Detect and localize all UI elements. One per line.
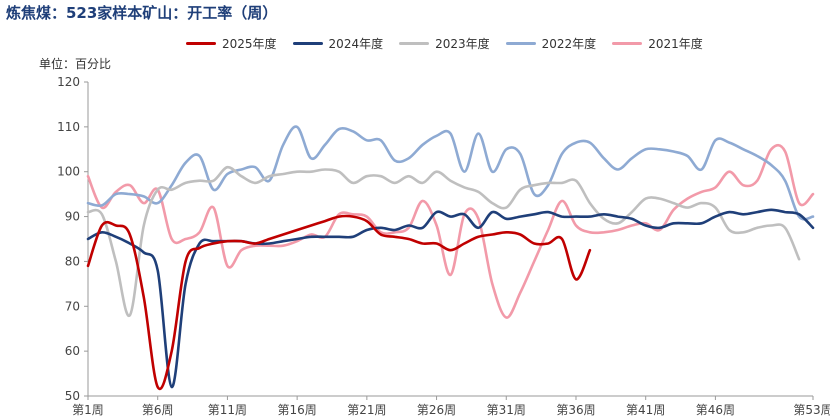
- legend-item-2025[interactable]: 2025年度: [186, 35, 277, 52]
- legend-label-2023: 2023年度: [435, 36, 490, 51]
- series-line-2022年度: [86, 125, 815, 221]
- y-tick-label-50: 50: [65, 389, 80, 403]
- y-tick-label-100: 100: [57, 165, 80, 179]
- x-tick-label-week-46: 第46周: [696, 403, 735, 417]
- legend-label-2025: 2025年度: [222, 36, 277, 51]
- chart-title: 炼焦煤：523家样本矿山：开工率（周）: [6, 4, 278, 22]
- x-tick-label-week-21: 第21周: [347, 403, 386, 417]
- x-tick-label-week-11: 第11周: [208, 403, 247, 417]
- legend-item-2021[interactable]: 2021年度: [612, 35, 703, 52]
- x-tick-label-week-6: 第6周: [142, 403, 174, 417]
- legend-swatch-2022: [505, 41, 536, 45]
- chart-legend: 2025年度 2024年度 2023年度 2022年度 2021年度: [186, 34, 719, 52]
- series-line-2023年度: [86, 165, 801, 317]
- y-tick-label-110: 110: [57, 120, 80, 134]
- y-tick-label-60: 60: [65, 344, 80, 358]
- x-tick-label-week-26: 第26周: [417, 403, 456, 417]
- legend-item-2022[interactable]: 2022年度: [505, 35, 597, 52]
- legend-label-2022: 2022年度: [541, 36, 597, 51]
- x-tick-label-week-36: 第36周: [556, 403, 595, 417]
- series-line-2025年度: [86, 214, 592, 391]
- y-axis-unit-label: 单位：百分比: [39, 57, 112, 71]
- series-line-2024年度: [86, 208, 815, 389]
- y-tick-label-70: 70: [65, 299, 80, 313]
- series-line-2021年度: [86, 143, 815, 319]
- legend-swatch-2024: [292, 41, 323, 45]
- y-tick-label-90: 90: [65, 210, 80, 224]
- legend-swatch-2023: [399, 41, 430, 45]
- x-tick-label-week-31: 第31周: [487, 403, 526, 417]
- y-tick-label-120: 120: [57, 75, 80, 89]
- x-tick-label-week-16: 第16周: [277, 403, 316, 417]
- legend-item-2023[interactable]: 2023年度: [399, 35, 490, 52]
- legend-swatch-2025: [186, 41, 216, 45]
- legend-label-2021: 2021年度: [648, 36, 703, 51]
- x-tick-label-week-41: 第41周: [626, 403, 665, 417]
- y-tick-label-80: 80: [65, 254, 80, 268]
- x-tick-label-week-53: 第53周: [793, 403, 830, 417]
- x-tick-label-week-1: 第1周: [72, 403, 104, 417]
- legend-swatch-2021: [612, 41, 643, 45]
- legend-item-2024[interactable]: 2024年度: [292, 35, 384, 52]
- legend-label-2024: 2024年度: [328, 36, 384, 51]
